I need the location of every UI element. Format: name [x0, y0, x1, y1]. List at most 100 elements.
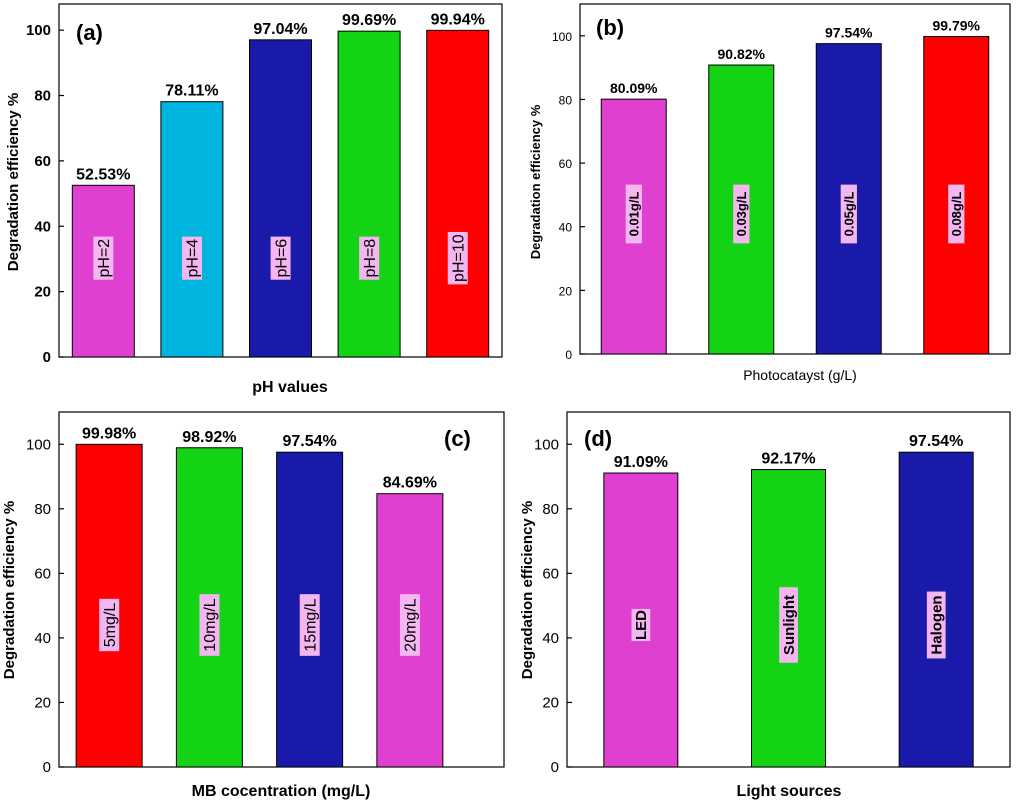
panel-a-y-tick-label: 20: [34, 284, 51, 301]
panel-b-category-label-box: [625, 184, 642, 244]
panel-a-y-tick-label: 100: [26, 22, 51, 39]
panel-b-category-label-box: [840, 184, 857, 244]
panel-b-category-tag: 0.03g/L: [733, 184, 750, 244]
panel-d-category-label: Halogen: [929, 595, 946, 654]
panel-a-bar-value-label: 97.04%: [253, 21, 307, 38]
panel-a-category-tag: pH=4: [181, 236, 202, 280]
panel-a-category-tag: pH=6: [270, 236, 291, 280]
panel-a-bar: [160, 101, 224, 358]
panel-d-y-tick-label: 40: [542, 630, 559, 647]
panel-d-ticks: 0 20 40 60 80 100: [534, 436, 572, 776]
panel-d-category-tag: Sunlight: [779, 587, 798, 663]
panel-d-bar-value-label: 97.54%: [909, 433, 963, 450]
panel-a-category-label-box: [93, 236, 114, 280]
panel-d-category-label-box: [631, 608, 651, 642]
panel-c-y-tick-label: 80: [34, 501, 51, 518]
panel-c-category-tag: 5mg/L: [99, 598, 120, 652]
panel-a-category-label: pH=2: [96, 239, 113, 278]
panel-a-category-label: pH=8: [362, 239, 379, 278]
panel-d-category-label-box: [926, 591, 946, 659]
panel-a-x-axis-label: pH values: [252, 379, 328, 396]
panel-b-category-label-box: [733, 184, 750, 244]
panel-d-bars: 91.09% LED 92.17% Sunlight 97.54% Halogen: [603, 433, 974, 768]
panel-b-category-label: 0.01g/L: [626, 192, 641, 237]
panel-d-category-label: Sunlight: [781, 595, 798, 655]
panel-c-y-tick-label: 20: [34, 694, 51, 711]
panel-b-y-tick-label: 0: [565, 348, 572, 362]
panel-b-category-tag: 0.01g/L: [625, 184, 642, 244]
panel-d-y-axis-label: Degradation efficiency %: [519, 501, 536, 679]
panel-a-bar: [426, 29, 490, 358]
panel-a-category-label-box: [447, 231, 468, 285]
panel-b-category-label: 0.03g/L: [734, 192, 749, 237]
panel-d-y-tick-label: 60: [542, 565, 559, 582]
panel-a-y-tick-label: 80: [34, 88, 51, 105]
panel-a-bar: [71, 184, 135, 358]
panel-c-category-tag: 20mg/L: [399, 594, 420, 656]
panel-c-category-tag: 10mg/L: [199, 594, 220, 656]
panel-d-category-label: LED: [633, 610, 650, 640]
panel-b: 80.09% 0.01g/L 90.82% 0.03g/L 97.54% 0.05g/L 9…: [528, 3, 1011, 383]
panel-b-category-tag: 0.08g/L: [948, 184, 965, 244]
panel-a-ticks: 0 20 40 60 80 100: [26, 22, 64, 366]
panel-d-category-tag: Halogen: [926, 591, 946, 659]
panel-d-y-tick-label: 100: [534, 436, 559, 453]
panel-a-bar-value-label: 99.69%: [342, 12, 396, 29]
panel-a-bar: [249, 39, 312, 358]
panel-b-category-label: 0.05g/L: [841, 192, 856, 237]
panel-c-bars: 99.98% 5mg/L 98.92% 10mg/L 97.54% 15mg/L 84.69…: [75, 425, 444, 768]
panel-c-category-label: 15mg/L: [302, 598, 319, 651]
panel-c-bar-value-label: 97.54%: [282, 433, 336, 450]
panel-b-y-tick-label: 40: [559, 221, 573, 235]
panel-b-bars: 80.09% 0.01g/L 90.82% 0.03g/L 97.54% 0.05g/L 9…: [600, 17, 990, 355]
panel-c-category-label-box: [299, 594, 320, 656]
panel-b-bar-value-label: 90.82%: [718, 46, 766, 62]
panel-d-y-tick-label: 80: [542, 501, 559, 518]
panel-a-bar-value-label: 99.94%: [431, 11, 485, 28]
panel-c-y-tick-label: 60: [34, 565, 51, 582]
panel-c-category-label: 10mg/L: [202, 598, 219, 651]
panel-c-y-tick-label: 100: [26, 436, 51, 453]
panel-d-y-tick-label: 20: [542, 694, 559, 711]
panel-c-bar-value-label: 84.69%: [383, 475, 437, 492]
panel-a-bar: [337, 30, 401, 358]
panel-c-category-label-box: [199, 594, 220, 656]
panel-a-y-tick-label: 0: [43, 349, 51, 366]
panel-d-y-tick-label: 0: [551, 759, 559, 776]
panel-c: 99.98% 5mg/L 98.92% 10mg/L 97.54% 15mg/L 84.69…: [1, 411, 505, 800]
panel-b-y-tick-label: 80: [559, 93, 573, 107]
panel-d-bar-value-label: 91.09%: [614, 454, 668, 471]
panel-c-bar-value-label: 98.92%: [182, 429, 236, 446]
panel-c-category-label: 5mg/L: [102, 603, 119, 648]
panel-c-y-tick-label: 40: [34, 630, 51, 647]
panel-c-category-label-box: [399, 594, 420, 656]
panel-d-label: (d): [584, 426, 612, 451]
panel-c-category-label: 20mg/L: [403, 598, 420, 651]
panel-c-x-axis-label: MB cocentration (mg/L): [192, 783, 371, 800]
panel-a-category-label: pH=10: [450, 234, 467, 282]
panel-b-bar-value-label: 99.79%: [933, 17, 981, 33]
panel-b-x-axis-label: Photocatayst (g/L): [743, 367, 857, 383]
panel-d-x-axis-label: Light sources: [737, 783, 842, 800]
panel-c-bar-value-label: 99.98%: [82, 425, 136, 442]
panel-c-category-tag: 15mg/L: [299, 594, 320, 656]
panel-a-category-label-box: [270, 236, 291, 280]
panel-c-category-label-box: [99, 598, 120, 652]
panel-b-category-tag: 0.05g/L: [840, 184, 857, 244]
panel-c-label: (c): [444, 426, 471, 451]
panel-d-bar-value-label: 92.17%: [761, 451, 815, 468]
panel-a-category-label: pH=4: [185, 239, 202, 278]
panel-a-bars: 52.53% pH=2 78.11% pH=4 97.04% pH=6 99.69% pH=8…: [71, 11, 490, 358]
panel-b-y-tick-label: 20: [559, 284, 573, 298]
panel-a-category-tag: pH=8: [359, 236, 380, 280]
panel-d-category-tag: LED: [631, 608, 651, 642]
panel-b-category-label: 0.08g/L: [949, 192, 964, 237]
panel-b-bar-value-label: 97.54%: [825, 25, 873, 41]
panel-b-y-tick-label: 100: [552, 30, 572, 44]
panel-d-category-label-box: [779, 587, 798, 663]
panel-a-label: (a): [76, 20, 103, 45]
panel-c-y-axis-label: Degradation efficiency %: [1, 501, 18, 679]
panel-b-ticks: 0 20 40 60 80 100: [552, 30, 585, 362]
panel-b-bar-value-label: 80.09%: [610, 80, 658, 96]
